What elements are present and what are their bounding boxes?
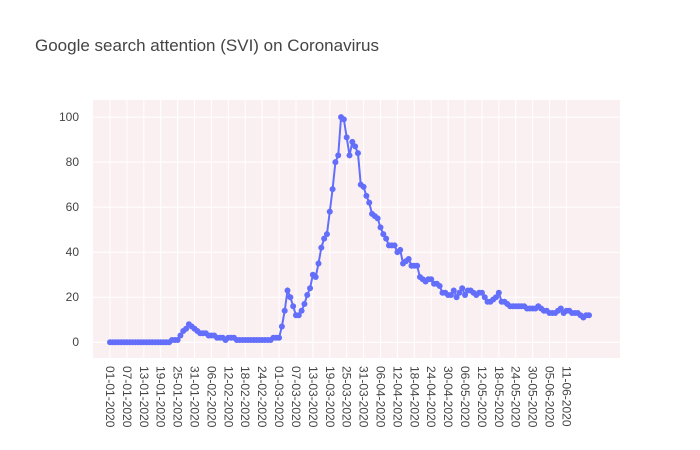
x-tick-label: 07-03-2020 bbox=[289, 366, 303, 428]
point bbox=[174, 336, 181, 343]
x-tick-label: 31-01-2020 bbox=[188, 366, 202, 428]
y-tick-label: 80 bbox=[66, 155, 80, 169]
point bbox=[397, 246, 404, 253]
x-tick-label: 30-04-2020 bbox=[441, 366, 455, 428]
point bbox=[352, 143, 359, 150]
point bbox=[287, 294, 294, 301]
point bbox=[436, 282, 443, 289]
x-tick-label: 25-03-2020 bbox=[340, 366, 354, 428]
point bbox=[374, 215, 381, 222]
point bbox=[405, 255, 412, 262]
x-tick-label: 05-06-2020 bbox=[543, 366, 557, 428]
x-tick-label: 24-05-2020 bbox=[509, 366, 523, 428]
point bbox=[354, 150, 361, 157]
y-tick-label: 0 bbox=[72, 335, 79, 349]
point bbox=[321, 235, 328, 242]
x-tick-label: 18-05-2020 bbox=[492, 366, 506, 428]
x-tick-label: 18-02-2020 bbox=[238, 366, 252, 428]
point bbox=[298, 307, 305, 314]
point bbox=[557, 305, 564, 312]
x-tick-label: 12-05-2020 bbox=[475, 366, 489, 428]
x-tick-label: 30-05-2020 bbox=[526, 366, 540, 428]
point bbox=[301, 300, 308, 307]
point bbox=[278, 323, 285, 330]
point bbox=[323, 231, 330, 238]
point bbox=[380, 231, 387, 238]
point bbox=[307, 285, 314, 292]
x-tick-label: 12-02-2020 bbox=[221, 366, 235, 428]
x-tick-label: 06-05-2020 bbox=[458, 366, 472, 428]
point bbox=[459, 285, 466, 292]
point bbox=[343, 134, 350, 141]
point bbox=[453, 294, 460, 301]
point bbox=[284, 287, 291, 294]
point bbox=[335, 152, 342, 159]
point bbox=[383, 235, 390, 242]
point bbox=[340, 116, 347, 123]
point bbox=[304, 291, 311, 298]
point bbox=[295, 312, 302, 319]
point bbox=[481, 294, 488, 301]
point bbox=[450, 287, 457, 294]
point bbox=[363, 192, 370, 199]
x-tick-label: 24-04-2020 bbox=[424, 366, 438, 428]
x-tick-label: 18-04-2020 bbox=[407, 366, 421, 428]
point bbox=[276, 334, 283, 341]
point bbox=[428, 276, 435, 283]
point bbox=[414, 262, 421, 269]
x-tick-label: 25-01-2020 bbox=[171, 366, 185, 428]
x-tick-label: 07-01-2020 bbox=[120, 366, 134, 428]
point bbox=[315, 260, 322, 267]
x-tick-label: 24-02-2020 bbox=[255, 366, 269, 428]
point bbox=[312, 273, 319, 280]
x-tick-label: 06-04-2020 bbox=[373, 366, 387, 428]
point bbox=[281, 307, 288, 314]
point bbox=[183, 325, 190, 332]
x-tick-label: 19-01-2020 bbox=[154, 366, 168, 428]
x-tick-label: 06-02-2020 bbox=[204, 366, 218, 428]
point bbox=[290, 303, 297, 310]
point bbox=[391, 242, 398, 249]
point bbox=[493, 294, 500, 301]
point bbox=[329, 186, 336, 193]
point bbox=[346, 152, 353, 159]
y-tick-label: 60 bbox=[66, 200, 80, 214]
point bbox=[349, 138, 356, 145]
point bbox=[478, 289, 485, 296]
x-tick-label: 12-04-2020 bbox=[390, 366, 404, 428]
point bbox=[318, 244, 325, 251]
point bbox=[177, 332, 184, 339]
x-tick-label: 13-03-2020 bbox=[306, 366, 320, 428]
point bbox=[332, 159, 339, 166]
x-tick-label: 11-06-2020 bbox=[559, 366, 573, 427]
point bbox=[462, 291, 469, 298]
point bbox=[360, 183, 367, 190]
y-tick-label: 100 bbox=[59, 110, 79, 124]
point bbox=[495, 289, 502, 296]
point bbox=[447, 291, 454, 298]
y-tick-label: 20 bbox=[66, 290, 80, 304]
x-tick-label: 31-03-2020 bbox=[357, 366, 371, 428]
chart-title: Google search attention (SVI) on Coronav… bbox=[35, 36, 379, 55]
point bbox=[326, 208, 333, 215]
plot-background bbox=[93, 100, 620, 358]
point bbox=[377, 224, 384, 231]
x-tick-label: 19-03-2020 bbox=[323, 366, 337, 428]
x-tick-label: 13-01-2020 bbox=[137, 366, 151, 428]
x-tick-label: 01-03-2020 bbox=[272, 366, 286, 428]
x-tick-label: 01-01-2020 bbox=[103, 366, 117, 428]
y-tick-label: 40 bbox=[66, 245, 80, 259]
point bbox=[366, 199, 373, 206]
point bbox=[586, 312, 592, 319]
point bbox=[456, 289, 463, 296]
